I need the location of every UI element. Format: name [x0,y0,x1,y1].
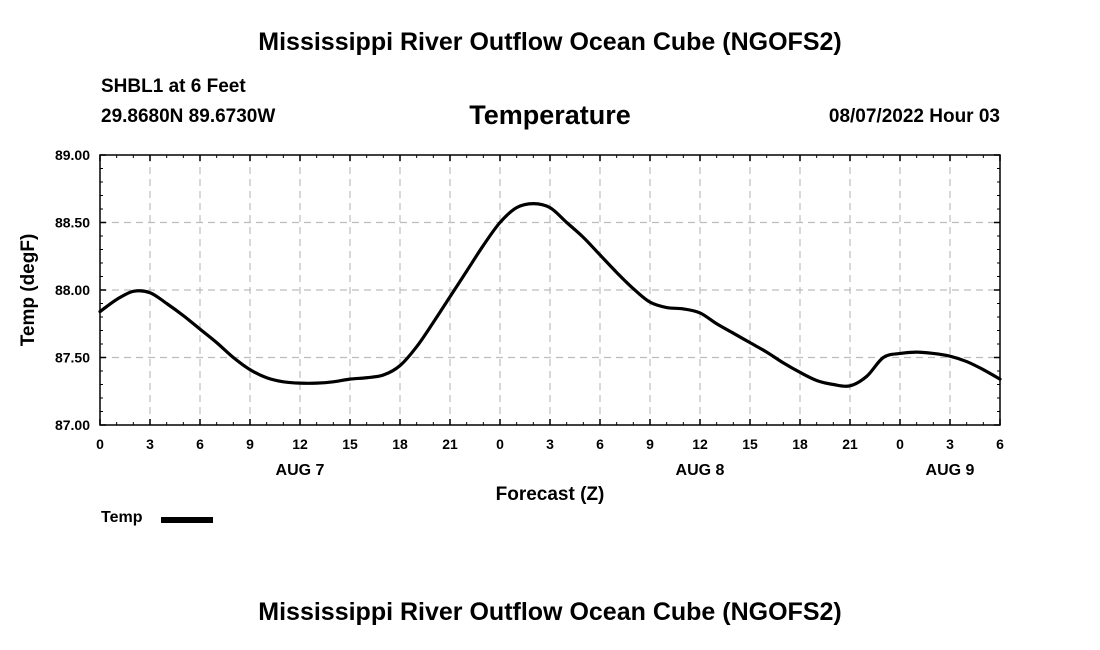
x-tick-label: 3 [546,436,554,452]
y-tick-label: 89.00 [55,147,90,163]
x-tick-label: 15 [342,436,358,452]
x-tick-label: 6 [996,436,1004,452]
x-tick-label: 18 [792,436,808,452]
grid-layer [100,155,1000,425]
legend-swatch [161,517,213,523]
series-line-temp [98,202,1002,388]
x-tick-label: 21 [842,436,858,452]
variable-title: Temperature [469,100,631,130]
x-tick-label: 15 [742,436,758,452]
x-tick-label: 6 [196,436,204,452]
x-tick-label: 12 [692,436,708,452]
y-tick-label: 88.50 [55,215,90,231]
plot-frame [99,154,1001,426]
x-tick-label: 12 [292,436,308,452]
date-label: AUG 9 [926,462,975,479]
y-axis-label: Temp (degF) [18,234,39,347]
y-tick-label: 87.50 [55,350,90,366]
y-tick-label: 88.00 [55,282,90,298]
station-coordinates: 29.8680N 89.6730W [101,106,276,127]
x-tick-label: 9 [246,436,254,452]
x-tick-label: 0 [496,436,504,452]
x-tick-label: 18 [392,436,408,452]
x-tick-label: 0 [96,436,104,452]
x-tick-label: 3 [146,436,154,452]
chart-footer-title: Mississippi River Outflow Ocean Cube (NG… [258,598,842,626]
chart-main-title: Mississippi River Outflow Ocean Cube (NG… [258,28,842,56]
forecast-datetime: 08/07/2022 Hour 03 [828,106,1000,127]
labels-layer: 0 3 6 9 12 15 18 21 0 3 6 9 12 15 18 21 0 3 6 87.00 87.50 88.… [55,147,1004,479]
y-tick-label: 87.00 [55,417,90,433]
x-tick-label: 6 [596,436,604,452]
x-axis-label: Forecast (Z) [496,484,605,505]
legend-label: Temp [101,509,143,526]
x-tick-label: 21 [442,436,458,452]
x-tick-label: 3 [946,436,954,452]
x-tick-label: 9 [646,436,654,452]
station-label: SHBL1 at 6 Feet [101,76,246,97]
date-label: AUG 7 [276,462,325,479]
date-label: AUG 8 [676,462,725,479]
x-tick-label: 0 [896,436,904,452]
